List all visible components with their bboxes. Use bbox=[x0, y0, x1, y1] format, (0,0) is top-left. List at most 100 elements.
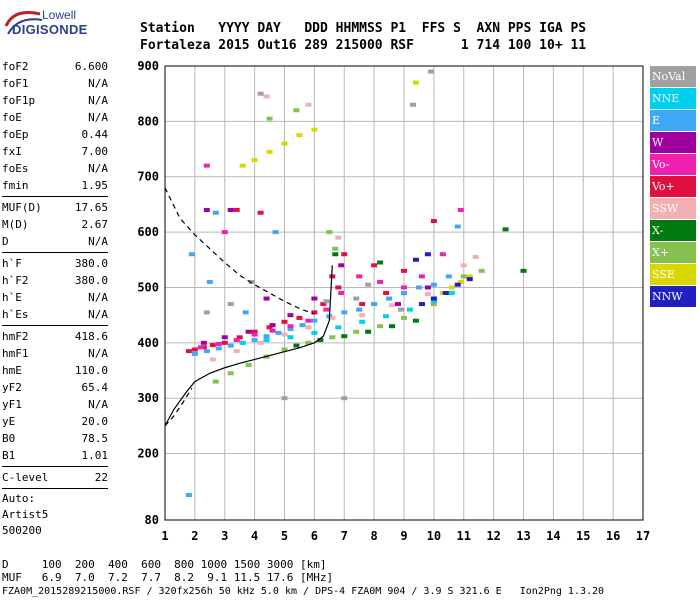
echo-point-vo bbox=[233, 207, 240, 212]
x-tick-label: 7 bbox=[341, 529, 348, 543]
echo-point-sse bbox=[457, 279, 464, 284]
legend-item-nnw: NNW bbox=[650, 286, 696, 307]
echo-point-e bbox=[227, 343, 234, 348]
echo-point-ssw bbox=[424, 292, 431, 297]
echo-point-w bbox=[424, 285, 431, 290]
echo-point-w bbox=[203, 207, 210, 212]
echo-point-x bbox=[227, 371, 234, 376]
auto-line2: Artist5 bbox=[2, 508, 49, 521]
param-row: hmE 110.0 bbox=[2, 362, 108, 379]
echo-point-nnw bbox=[424, 252, 431, 257]
echo-point-noval bbox=[398, 307, 405, 312]
echo-point-sse bbox=[239, 163, 246, 168]
echo-point-nne bbox=[383, 314, 390, 319]
param-name: C-level bbox=[2, 471, 49, 484]
echo-point-ssw bbox=[472, 255, 479, 260]
auto-line3: 500200 bbox=[2, 524, 42, 537]
echo-point-vo bbox=[197, 345, 204, 350]
echo-point-x bbox=[353, 329, 360, 334]
echo-point-e bbox=[287, 326, 294, 331]
x-tick-label: 3 bbox=[221, 529, 228, 543]
echo-point-w bbox=[221, 335, 228, 340]
x-tick-label: 10 bbox=[427, 529, 441, 543]
echo-point-x bbox=[412, 318, 419, 323]
echo-point-x bbox=[332, 252, 339, 257]
echo-point-vo bbox=[203, 163, 210, 168]
param-value: 1.01 bbox=[81, 449, 109, 462]
echo-point-e bbox=[191, 351, 198, 356]
param-value: N/A bbox=[88, 398, 108, 411]
echo-point-e bbox=[272, 230, 279, 235]
param-name: hmF1 bbox=[2, 347, 29, 360]
param-row: foF1 N/A bbox=[2, 75, 108, 92]
param-name: hmF2 bbox=[2, 330, 29, 343]
param-value: 17.65 bbox=[74, 201, 108, 214]
echo-point-vo bbox=[191, 347, 198, 352]
echo-point-ssw bbox=[233, 349, 240, 354]
echo-point-vo bbox=[457, 207, 464, 212]
param-separator bbox=[2, 196, 108, 197]
echo-point-vo bbox=[305, 318, 312, 323]
logo-line1: Lowell bbox=[42, 8, 77, 22]
echo-point-w bbox=[338, 263, 345, 268]
echo-point-e bbox=[445, 274, 452, 279]
echo-point-noval bbox=[203, 310, 210, 315]
echo-point-e bbox=[206, 279, 213, 284]
polarization-legend: NoVal NNE E W Vo- Vo+ SSW X- X+ SSE NNW bbox=[650, 66, 696, 308]
echo-point-x bbox=[478, 268, 485, 273]
file-info-line: FZA0M_2015289215000.RSF / 320fx256h 50 k… bbox=[2, 586, 605, 597]
echo-point-w bbox=[245, 329, 252, 334]
echo-point-sse bbox=[251, 158, 258, 163]
y-tick-label: 400 bbox=[137, 336, 159, 350]
param-name: fmin bbox=[2, 179, 29, 192]
echo-point-vo bbox=[401, 285, 407, 290]
echo-point-e bbox=[251, 338, 258, 343]
x-tick-label: 9 bbox=[400, 529, 407, 543]
echo-point-e bbox=[242, 310, 249, 315]
auto-info: Auto: Artist5 500200 bbox=[2, 491, 108, 539]
echo-point-x bbox=[377, 324, 384, 329]
param-value: N/A bbox=[88, 347, 108, 360]
param-value: 0.44 bbox=[81, 128, 109, 141]
param-value: N/A bbox=[88, 291, 108, 304]
y-tick-label: 800 bbox=[137, 114, 159, 128]
param-value: 20.0 bbox=[81, 415, 109, 428]
param-name: foF1p bbox=[2, 94, 36, 107]
param-name: hmE bbox=[2, 364, 22, 377]
param-row: h`F2 380.0 bbox=[2, 272, 108, 289]
param-value: 418.6 bbox=[74, 330, 108, 343]
param-row: foEs N/A bbox=[2, 160, 108, 177]
echo-point-noval bbox=[427, 69, 434, 74]
echo-point-noval bbox=[353, 296, 360, 301]
echo-point-w bbox=[263, 296, 270, 301]
echo-point-vo bbox=[383, 291, 390, 295]
x-tick-label: 16 bbox=[606, 529, 620, 543]
x-tick-label: 11 bbox=[457, 529, 471, 543]
echo-point-x bbox=[520, 268, 527, 273]
param-name: yF2 bbox=[2, 381, 22, 394]
x-tick-label: 15 bbox=[576, 529, 590, 543]
param-group-heights: h`F 380.0 h`F2 380.0 h`E N/A h`Es N/A bbox=[2, 255, 108, 323]
param-name: h`E bbox=[2, 291, 22, 304]
echo-point-noval bbox=[365, 282, 372, 287]
echo-point-e bbox=[454, 224, 461, 229]
echo-point-vo bbox=[323, 307, 330, 312]
param-value: 380.0 bbox=[74, 257, 108, 270]
header-values: Fortaleza 2015 Out16 289 215000 RSF 1 71… bbox=[140, 38, 587, 53]
echo-point-ssw bbox=[257, 340, 264, 345]
y-tick-label: 900 bbox=[137, 59, 159, 73]
echo-point-ssw bbox=[359, 313, 366, 318]
param-row: yF1 N/A bbox=[2, 396, 108, 413]
echo-point-x bbox=[212, 379, 219, 384]
plot-frame bbox=[164, 65, 644, 521]
param-value: 22 bbox=[94, 471, 108, 484]
echo-point-e bbox=[263, 334, 270, 339]
param-name: h`F bbox=[2, 257, 22, 270]
echo-point-x bbox=[460, 274, 467, 279]
echo-point-noval bbox=[248, 279, 255, 284]
param-separator bbox=[2, 466, 108, 467]
echo-point-vo bbox=[221, 230, 228, 235]
echo-point-nne bbox=[311, 330, 318, 335]
echo-point-noval bbox=[257, 91, 264, 96]
echo-point-e bbox=[371, 302, 378, 307]
